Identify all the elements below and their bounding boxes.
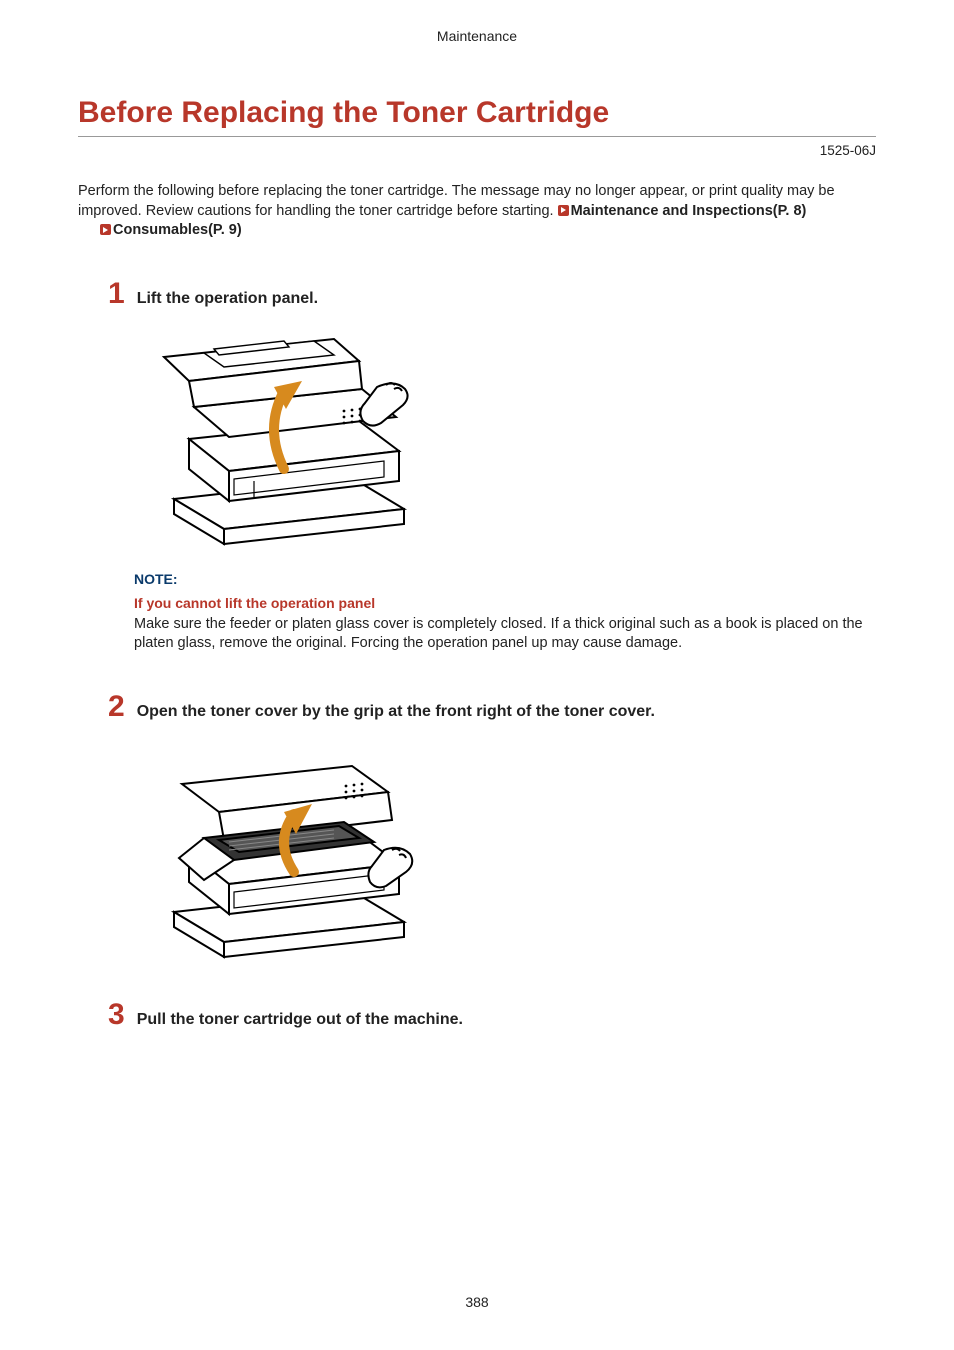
- step-2: 2 Open the toner cover by the grip at th…: [108, 692, 876, 962]
- note-label: NOTE:: [134, 571, 876, 587]
- link-consumables[interactable]: Consumables(P. 9): [113, 222, 242, 238]
- link-marker-icon: [558, 205, 569, 216]
- note-subtitle: If you cannot lift the operation panel: [134, 595, 876, 611]
- step-1-title: Lift the operation panel.: [137, 290, 318, 308]
- step-3-number: 3: [108, 1000, 125, 1030]
- note-body: Make sure the feeder or platen glass cov…: [134, 615, 874, 654]
- step-2-title: Open the toner cover by the grip at the …: [137, 703, 655, 721]
- link-maintenance-inspections[interactable]: Maintenance and Inspections(P. 8): [571, 203, 807, 219]
- page-title: Before Replacing the Toner Cartridge: [78, 96, 876, 137]
- step-2-number: 2: [108, 692, 125, 722]
- figure-step-1: [134, 329, 876, 549]
- link-marker-icon: [100, 224, 111, 235]
- figure-step-2: [134, 742, 876, 962]
- page-number: 388: [0, 1294, 954, 1310]
- doc-code: 1525-06J: [78, 143, 876, 158]
- step-1-number: 1: [108, 279, 125, 309]
- step-1: 1 Lift the operation panel.: [108, 279, 876, 654]
- intro-paragraph: Perform the following before replacing t…: [78, 182, 876, 241]
- step-3: 3 Pull the toner cartridge out of the ma…: [108, 1000, 876, 1030]
- section-header: Maintenance: [78, 28, 876, 44]
- step-3-title: Pull the toner cartridge out of the mach…: [137, 1011, 463, 1029]
